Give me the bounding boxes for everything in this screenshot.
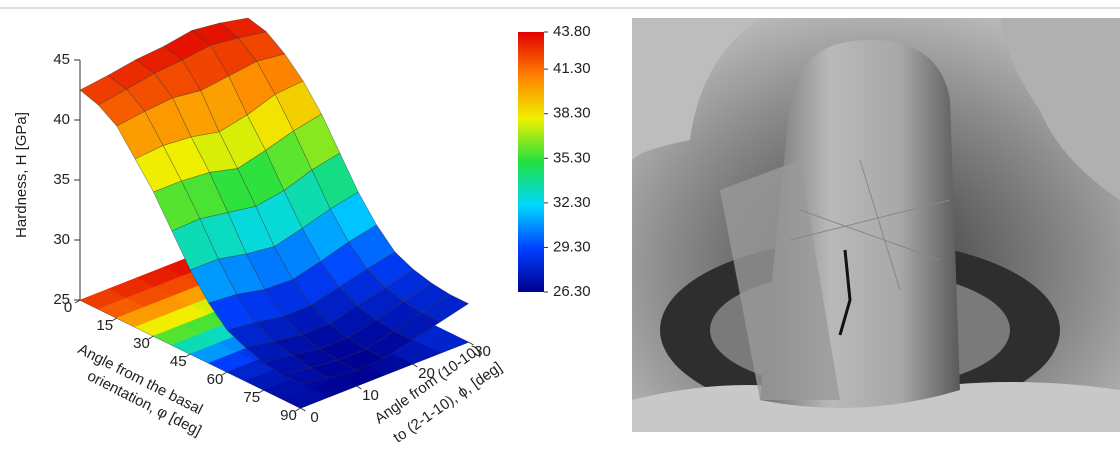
x-tick-label: 15 bbox=[96, 317, 113, 334]
x-tick-label: 30 bbox=[133, 335, 150, 352]
x-tick-label: 90 bbox=[280, 407, 297, 424]
y-tick bbox=[413, 364, 418, 367]
colorbar bbox=[518, 32, 544, 292]
x-tick-label: 60 bbox=[207, 371, 224, 388]
colorbar-tick-label: 29.30 bbox=[553, 238, 591, 255]
z-axis-title: Hardness, H [GPa] bbox=[13, 112, 30, 238]
figure: 2530354045Hardness, H [GPa]0153045607590… bbox=[0, 0, 1120, 472]
z-tick-label: 40 bbox=[53, 111, 70, 128]
colorbar-tick-label: 35.30 bbox=[553, 149, 591, 166]
z-tick-label: 45 bbox=[53, 51, 70, 68]
colorbar-tick-label: 32.30 bbox=[553, 194, 591, 211]
colorbar-tick-label: 26.30 bbox=[553, 283, 591, 300]
y-tick bbox=[357, 386, 362, 389]
sem-image bbox=[632, 18, 1120, 432]
z-tick-label: 35 bbox=[53, 171, 70, 188]
colorbar-tick-label: 38.30 bbox=[553, 105, 591, 122]
colorbar-tick-label: 41.30 bbox=[553, 60, 591, 77]
y-tick-label: 10 bbox=[362, 387, 379, 404]
x-tick-label: 0 bbox=[64, 299, 72, 316]
colorbar-tick-label: 43.80 bbox=[553, 23, 591, 40]
x-tick-label: 45 bbox=[170, 353, 187, 370]
y-tick-label: 0 bbox=[310, 409, 318, 426]
y-tick bbox=[301, 408, 306, 411]
z-tick-label: 30 bbox=[53, 231, 70, 248]
x-tick-label: 75 bbox=[243, 389, 260, 406]
